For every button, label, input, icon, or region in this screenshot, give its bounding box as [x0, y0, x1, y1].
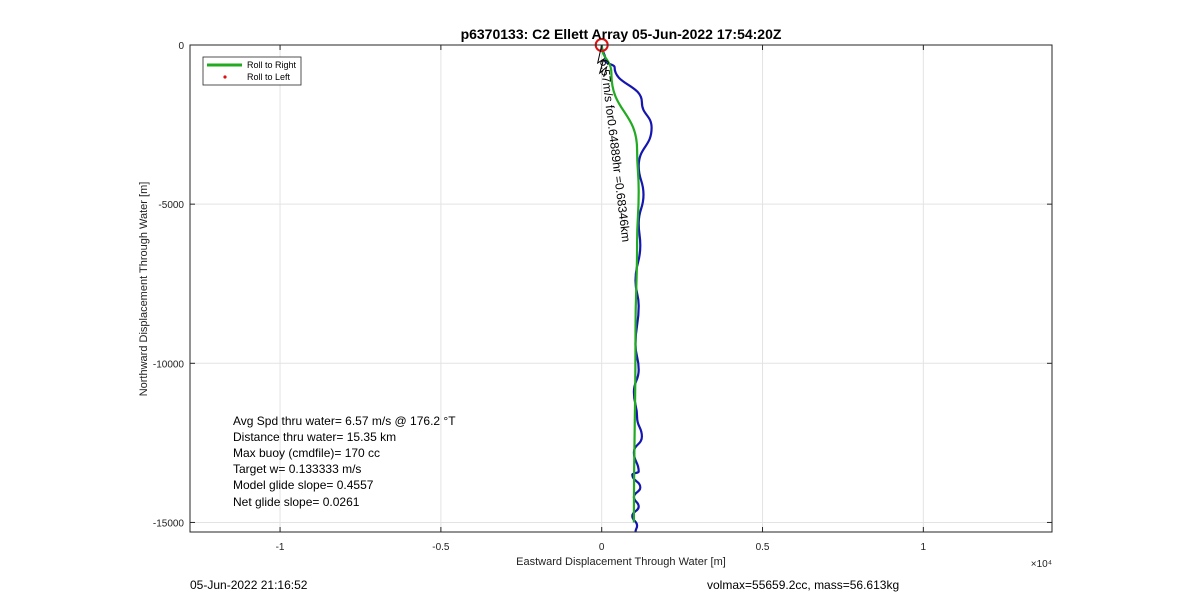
x-tick-label: -0.5: [432, 542, 450, 553]
legend-label-roll-left: Roll to Left: [247, 72, 291, 82]
legend: Roll to Right Roll to Left: [202, 56, 302, 86]
x-tick-label: 1: [921, 542, 927, 553]
stat-line: Max buoy (cmdfile)= 170 cc: [233, 446, 380, 460]
footer-timestamp: 05-Jun-2022 21:16:52: [190, 578, 308, 592]
axes-box: [189, 44, 1053, 533]
x-axis-label: Eastward Displacement Through Water [m]: [516, 556, 726, 568]
y-tick-label: -15000: [153, 518, 185, 529]
axis-ticks: -1 -0.5 0 0.5 1 0 -5000 -10000 -15000: [153, 41, 1052, 553]
stats-block: Avg Spd thru water= 6.57 m/s @ 176.2 °T …: [233, 414, 456, 509]
chart-title: p6370133: C2 Ellett Array 05-Jun-2022 17…: [461, 26, 782, 42]
y-tick-label: -10000: [153, 359, 185, 370]
stat-line: Avg Spd thru water= 6.57 m/s @ 176.2 °T: [233, 414, 456, 428]
stat-line: Net glide slope= 0.0261: [233, 495, 360, 509]
y-axis-label: Northward Displacement Through Water [m]: [138, 182, 150, 397]
footer-volmax-mass: volmax=55659.2cc, mass=56.613kg: [707, 578, 899, 592]
y-tick-label: -5000: [158, 200, 184, 211]
x-tick-label: 0.5: [756, 542, 770, 553]
legend-label-roll-right: Roll to Right: [247, 60, 297, 70]
path-annotation: 6.57m/s for0.64889hr =0.68346km: [597, 59, 633, 243]
y-tick-label: 0: [178, 41, 184, 52]
stat-line: Distance thru water= 15.35 km: [233, 430, 396, 444]
legend-swatch-roll-left: [223, 75, 227, 79]
x-tick-label: 0: [599, 542, 605, 553]
x-exponent-label: ×10⁴: [1031, 559, 1052, 570]
stat-line: Model glide slope= 0.4557: [233, 478, 374, 492]
start-scribble: [596, 44, 608, 78]
series-line-roll-right: [600, 44, 640, 523]
stat-line: Target w= 0.133333 m/s: [233, 462, 361, 476]
x-tick-label: -1: [276, 542, 285, 553]
legend-box: [202, 56, 302, 86]
